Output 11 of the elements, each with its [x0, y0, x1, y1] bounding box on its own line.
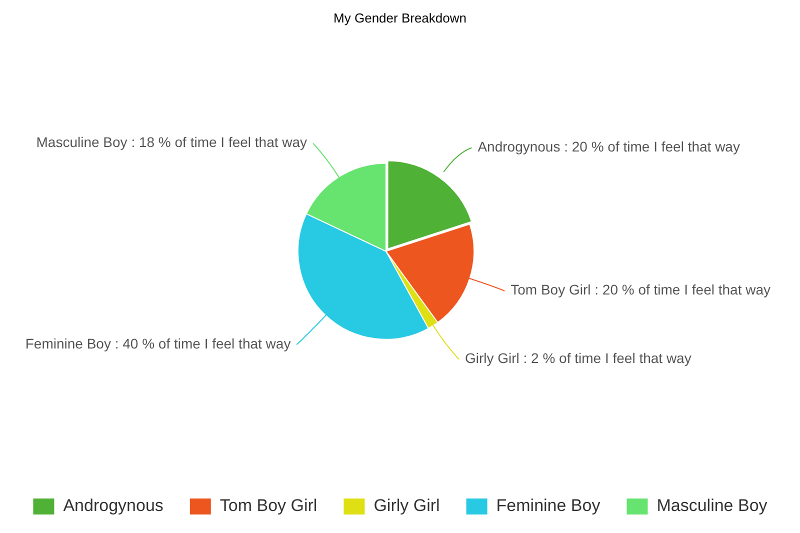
data-label: Girly Girl : 2 % of time I feel that way [464, 350, 692, 366]
data-label: Androgynous : 20 % of time I feel that way [478, 138, 740, 155]
data-label: Feminine Boy : 40 % of time I feel that way [25, 335, 291, 352]
data-label: Masculine Boy : 18 % of time I feel that way [36, 134, 308, 150]
legend-label: Masculine Boy [656, 496, 768, 516]
legend-label: Tom Boy Girl [220, 496, 318, 516]
legend-label: Feminine Boy [496, 496, 601, 516]
data-label: Tom Boy Girl : 20 % of time I feel that way [510, 282, 770, 298]
legend-label: Girly Girl [374, 496, 440, 516]
chart-title: My Gender Breakdown [334, 10, 466, 26]
legend-label: Androgynous [63, 496, 164, 516]
